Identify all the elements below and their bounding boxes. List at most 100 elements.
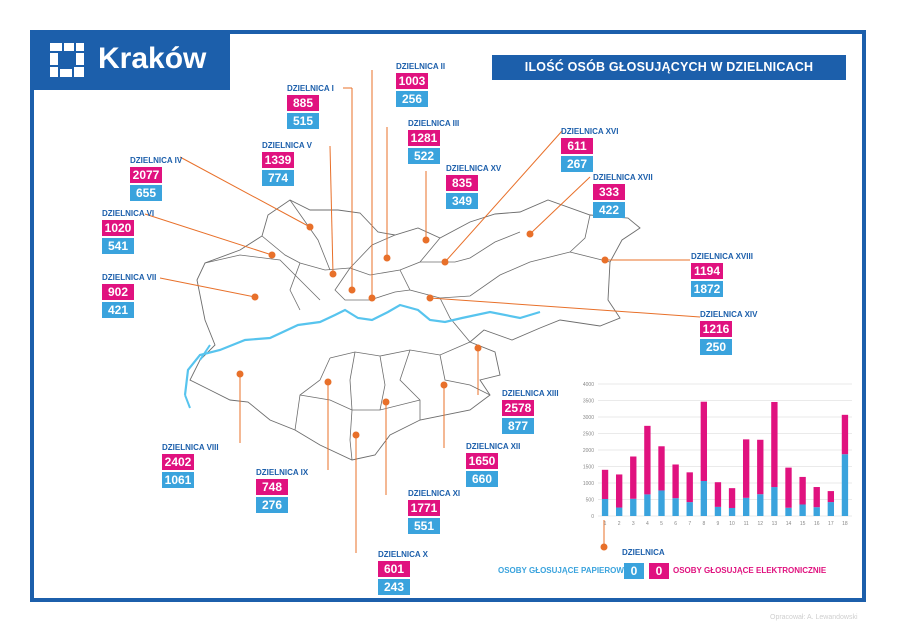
electronic-count: 1650 <box>466 453 498 469</box>
paper-count: 276 <box>256 497 288 513</box>
electronic-bar <box>630 456 637 499</box>
x-tick-label: 2 <box>618 521 621 527</box>
krakow-emblem-icon <box>50 43 84 77</box>
paper-count: 541 <box>102 238 134 254</box>
x-tick-label: 6 <box>674 521 677 527</box>
paper-bar <box>672 498 679 516</box>
y-tick-label: 4000 <box>583 382 594 388</box>
x-tick-label: 7 <box>688 521 691 527</box>
paper-bar <box>841 454 849 516</box>
x-tick-label: 16 <box>814 521 820 527</box>
electronic-bar <box>785 467 792 508</box>
electronic-bar <box>700 401 708 481</box>
electronic-bar <box>742 439 750 498</box>
district-borders <box>204 199 611 461</box>
paper-bar <box>785 507 792 516</box>
y-tick-label: 2000 <box>583 448 594 454</box>
electronic-bar <box>644 425 651 495</box>
x-tick-label: 11 <box>744 521 749 527</box>
paper-bar <box>742 497 750 516</box>
paper-count: 877 <box>502 418 534 434</box>
district-label-viii: DZIELNICA VIII 2402 1061 <box>162 443 219 488</box>
electronic-count: 2077 <box>130 167 162 183</box>
electronic-count: 1281 <box>408 130 440 146</box>
electronic-count: 601 <box>378 561 410 577</box>
paper-count: 256 <box>396 91 428 107</box>
krakow-logo: Kraków <box>30 30 230 90</box>
paper-bar <box>630 498 637 516</box>
paper-count: 1872 <box>691 281 723 297</box>
paper-count: 243 <box>378 579 410 595</box>
x-tick-label: 18 <box>842 521 848 527</box>
paper-bar <box>757 494 764 516</box>
legend-electronic-label: OSOBY GŁOSUJĄCE ELEKTRONICZNIE <box>673 566 827 575</box>
paper-count: 551 <box>408 518 440 534</box>
legend-district-label: DZIELNICA <box>622 548 665 557</box>
electronic-bar <box>841 414 849 455</box>
paper-count: 660 <box>466 471 498 487</box>
district-label-xii: DZIELNICA XII 1650 660 <box>466 442 521 487</box>
district-label-ix: DZIELNICA IX 748 276 <box>256 468 309 513</box>
electronic-bar <box>771 401 778 488</box>
paper-bar <box>799 504 806 516</box>
x-tick-label: 4 <box>646 521 649 527</box>
district-label-i: DZIELNICA I 885 515 <box>287 84 334 129</box>
paper-count: 515 <box>287 113 319 129</box>
electronic-count: 902 <box>102 284 134 300</box>
paper-bar <box>686 502 693 516</box>
paper-count: 774 <box>262 170 294 186</box>
electronic-bar <box>686 472 693 503</box>
paper-bar <box>714 506 722 516</box>
y-tick-label: 1500 <box>583 465 594 471</box>
district-label-iii: DZIELNICA III 1281 522 <box>408 119 460 164</box>
x-tick-label: 17 <box>828 521 834 527</box>
district-label-xiv: DZIELNICA XIV 1216 250 <box>700 310 758 355</box>
electronic-count: 885 <box>287 95 319 111</box>
page-title: ILOŚĆ OSÓB GŁOSUJĄCYCH W DZIELNICACH <box>492 55 846 80</box>
electronic-bar <box>827 491 835 503</box>
district-label-xviii: DZIELNICA XVIII 1194 1872 <box>691 252 753 297</box>
x-tick-label: 5 <box>660 521 663 527</box>
paper-count: 267 <box>561 156 593 172</box>
leader-lines <box>144 70 701 553</box>
paper-count: 250 <box>700 339 732 355</box>
district-label-xv: DZIELNICA XV 835 349 <box>446 164 502 209</box>
electronic-count: 1771 <box>408 500 440 516</box>
legend-paper-label: OSOBY GŁOSUJĄCE PAPIEROWO <box>498 566 631 575</box>
electronic-count: 1216 <box>700 321 732 337</box>
legend-paper-swatch: 0 <box>624 563 644 579</box>
electronic-bar <box>757 439 764 495</box>
paper-count: 422 <box>593 202 625 218</box>
x-tick-label: 1 <box>604 521 607 527</box>
x-tick-label: 10 <box>729 521 735 527</box>
paper-bar <box>644 494 651 516</box>
electronic-bar <box>658 446 665 491</box>
paper-bar <box>813 507 820 516</box>
river-bend <box>184 344 211 409</box>
electronic-count: 1020 <box>102 220 134 236</box>
district-label-xvii: DZIELNICA XVII 333 422 <box>593 173 653 218</box>
y-tick-label: 3500 <box>583 399 594 405</box>
district-label-vii: DZIELNICA VII 902 421 <box>102 273 157 318</box>
district-label-x: DZIELNICA X 601 243 <box>378 550 428 595</box>
electronic-count: 611 <box>561 138 593 154</box>
district-label-iv: DZIELNICA IV 2077 655 <box>130 156 183 201</box>
district-label-v: DZIELNICA V 1339 774 <box>262 141 312 186</box>
logo-text: Kraków <box>98 42 207 75</box>
paper-count: 1061 <box>162 472 194 488</box>
city-outline <box>189 199 641 461</box>
electronic-count: 748 <box>256 479 288 495</box>
paper-bar <box>601 499 609 516</box>
paper-bar <box>700 480 708 516</box>
paper-bar <box>615 507 623 516</box>
electronic-count: 1339 <box>262 152 294 168</box>
y-tick-label: 500 <box>586 498 595 504</box>
x-tick-label: 8 <box>702 521 705 527</box>
x-tick-label: 15 <box>800 521 806 527</box>
electronic-bar <box>601 469 609 500</box>
electronic-count: 1003 <box>396 73 428 89</box>
map-frame <box>30 30 866 602</box>
y-tick-label: 2500 <box>583 432 594 438</box>
district-label-xvi: DZIELNICA XVI 611 267 <box>561 127 619 172</box>
